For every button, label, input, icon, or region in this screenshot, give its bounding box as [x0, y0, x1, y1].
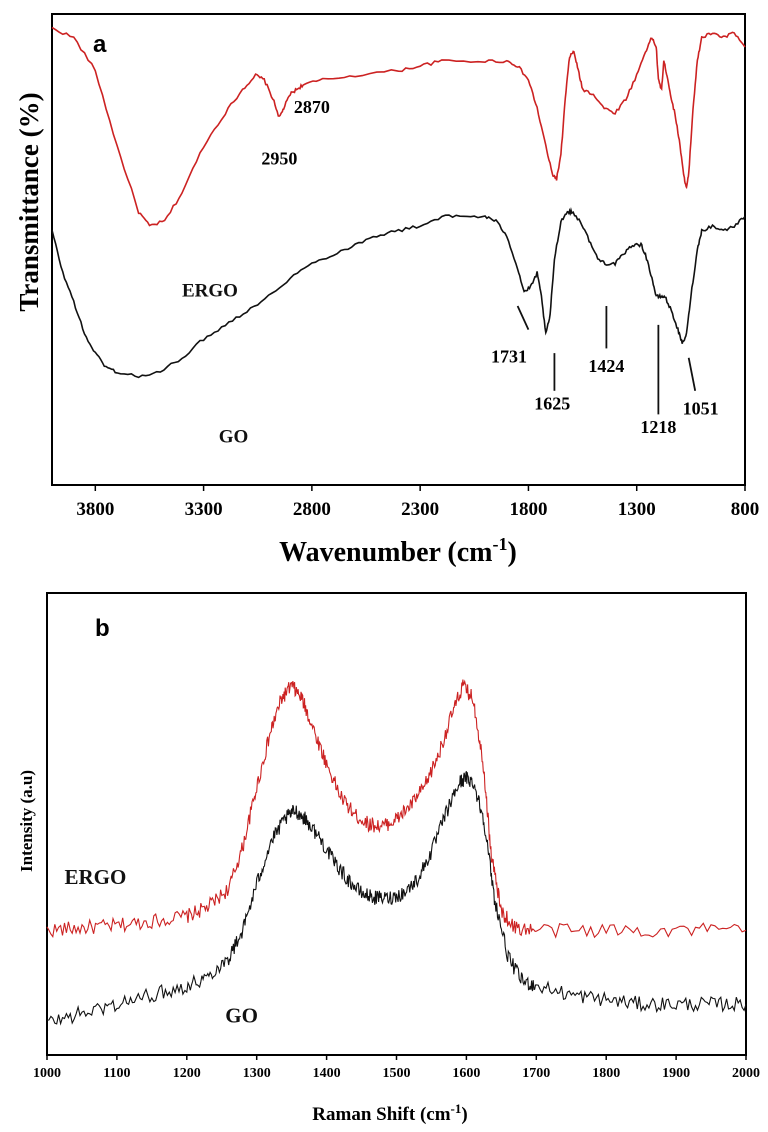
x-tick-label: 2000 — [732, 1066, 760, 1081]
peak-annotation: 1218 — [640, 417, 676, 437]
peak-annotation: 1051 — [683, 398, 719, 418]
series-go-label: GO — [225, 1004, 258, 1028]
x-tick-label: 1300 — [618, 499, 656, 520]
x-tick-label: 1700 — [522, 1066, 550, 1081]
annotation-leader-line — [687, 357, 697, 391]
x-tick-label: 1900 — [662, 1066, 690, 1081]
x-axis-label: Wavenumber (cm-1) — [279, 534, 517, 568]
series-go-label: GO — [219, 427, 249, 448]
peak-annotation: 1625 — [534, 394, 570, 414]
x-tick-label: 1200 — [173, 1066, 201, 1081]
x-tick-label: 800 — [731, 499, 760, 520]
x-tick-group: 3800 3300 2800 2300 1800 1300 800 — [76, 485, 759, 520]
series-group: ERGO GO — [51, 26, 746, 448]
x-tick-label: 2300 — [401, 499, 439, 520]
panel-label-b: b — [95, 615, 110, 642]
x-tick-label: 1800 — [592, 1066, 620, 1081]
annotation-group: 2950 2870 1731 1625 1424 1218 1051 — [261, 97, 718, 437]
x-tick-label: 1500 — [383, 1066, 411, 1081]
series-go-line — [46, 770, 747, 1026]
series-group: ERGO GO — [46, 679, 747, 1028]
plot-frame — [46, 592, 747, 1056]
x-tick-label: 3300 — [185, 499, 223, 520]
x-tick-label: 1600 — [452, 1066, 480, 1081]
panel-label-a: a — [93, 31, 107, 58]
annotation-leader-line — [516, 305, 530, 330]
peak-annotation: 2950 — [261, 149, 297, 169]
x-tick-label: 2800 — [293, 499, 331, 520]
x-tick-label: 1000 — [33, 1066, 61, 1081]
series-ergo-line — [51, 26, 746, 227]
plot-frame — [51, 13, 746, 486]
y-axis-label: Transmittance (%) — [14, 92, 44, 311]
peak-annotation: 1424 — [588, 356, 624, 376]
series-ergo-label: ERGO — [64, 865, 126, 889]
x-tick-label: 1100 — [103, 1066, 130, 1081]
ftir-chart: ERGO GO 2950 2870 1731 1625 1424 1218 1051 3800… — [14, 13, 759, 568]
x-tick-label: 1300 — [243, 1066, 271, 1081]
y-axis-label: Intensity (a.u) — [17, 770, 36, 872]
peak-annotation: 1731 — [491, 347, 527, 367]
x-tick-label: 1800 — [509, 499, 547, 520]
series-ergo-label: ERGO — [182, 281, 238, 302]
peak-annotation: 2870 — [294, 97, 330, 117]
series-ergo-line — [46, 679, 747, 939]
x-tick-label: 1400 — [313, 1066, 341, 1081]
x-axis-label: Raman Shift (cm-1) — [312, 1101, 467, 1125]
x-tick-label: 3800 — [76, 499, 114, 520]
series-go-line — [51, 207, 746, 379]
x-tick-group: 1000 1100 1200 1300 1400 1500 1600 1700 1800 1900… — [33, 1055, 760, 1081]
